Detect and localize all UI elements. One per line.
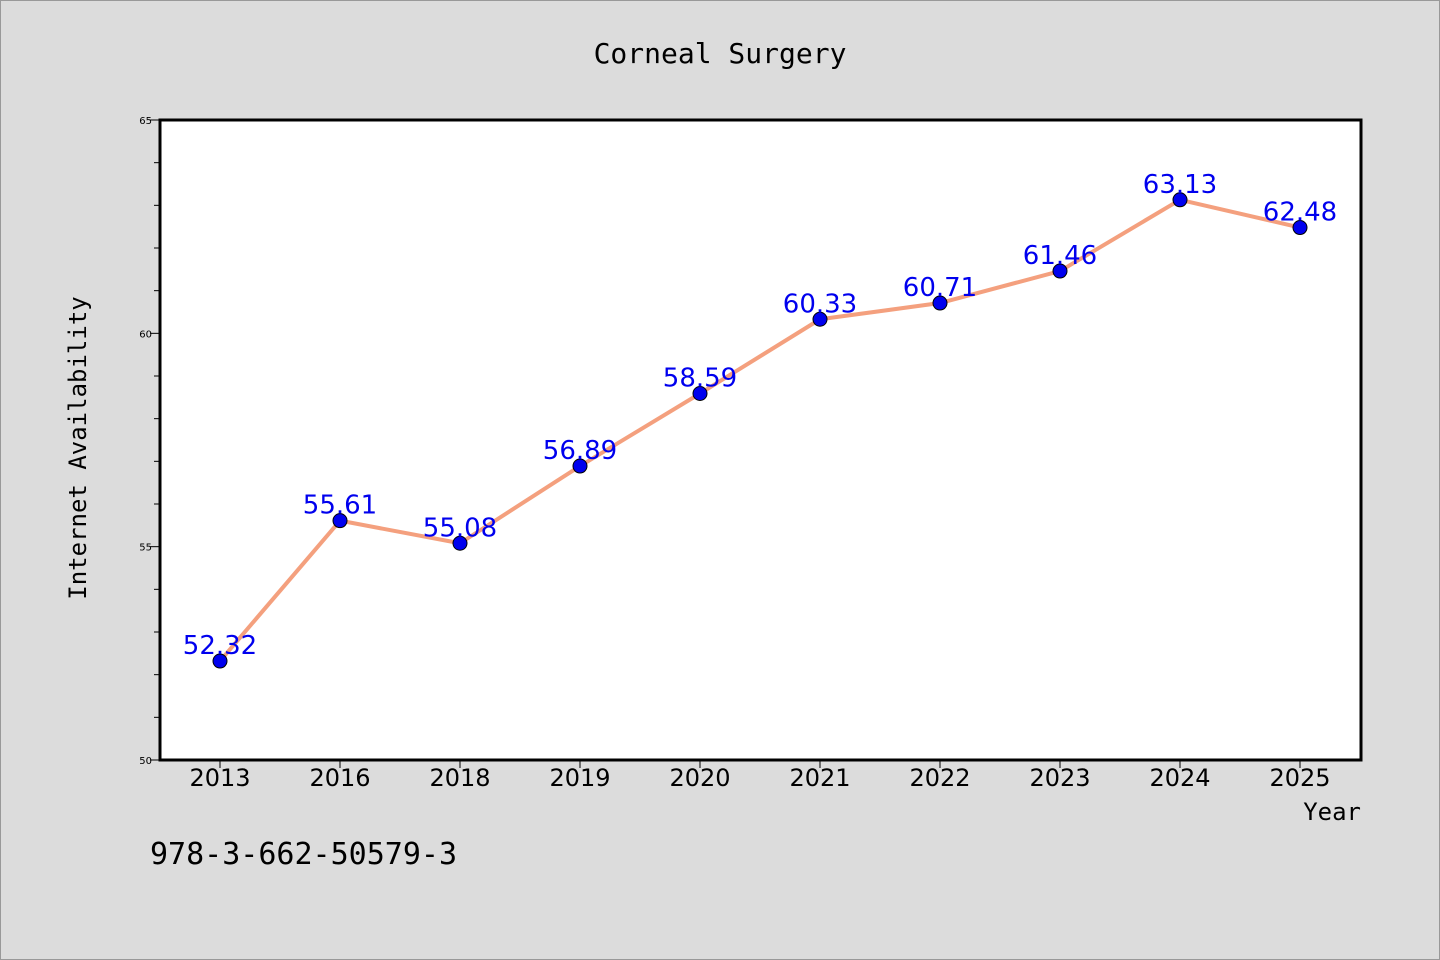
x-tick-label: 2020 <box>669 764 730 792</box>
data-label: 60.33 <box>783 289 857 319</box>
footer-text: 978-3-662-50579-3 <box>150 837 457 872</box>
y-tick-label: 55 <box>139 543 152 554</box>
x-tick-label: 2018 <box>429 764 490 792</box>
data-label: 63.13 <box>1143 170 1217 200</box>
x-tick-label: 2023 <box>1029 764 1090 792</box>
data-label: 55.08 <box>423 513 497 543</box>
y-axis-label: Internet Availability <box>64 296 92 599</box>
x-tick-label: 2019 <box>549 764 610 792</box>
y-tick-label: 60 <box>139 329 152 340</box>
data-label: 55.61 <box>303 491 377 521</box>
x-tick-label: 2024 <box>1149 764 1210 792</box>
data-point <box>332 513 348 529</box>
data-point <box>1292 220 1308 236</box>
x-axis: 2013 2016 2018 2019 2020 2021 2022 2023 2024 2025 <box>189 760 1331 792</box>
series-group: 52.32 55.61 55.08 56.89 58.59 60.33 60.71 61.46… <box>183 170 1337 669</box>
x-tick-label: 2013 <box>189 764 250 792</box>
data-label: 56.89 <box>543 436 617 466</box>
x-tick-label: 2021 <box>789 764 850 792</box>
x-tick-label: 2025 <box>1269 764 1330 792</box>
x-tick-label: 2022 <box>909 764 970 792</box>
data-label: 62.48 <box>1263 198 1337 228</box>
data-point <box>812 311 828 327</box>
y-axis: 50 55 60 65 <box>139 116 160 767</box>
y-tick-label: 65 <box>139 116 152 127</box>
data-point <box>1172 192 1188 208</box>
data-point <box>212 653 228 669</box>
x-axis-label: Year <box>1303 798 1361 826</box>
y-tick-label: 50 <box>139 756 152 767</box>
data-label: 58.59 <box>663 363 737 393</box>
series-line <box>218 197 1301 663</box>
data-point <box>1052 263 1068 279</box>
data-point <box>692 385 708 401</box>
data-label: 61.46 <box>1023 241 1097 271</box>
data-label: 52.32 <box>183 631 257 661</box>
plot-area <box>158 118 1363 762</box>
data-point <box>932 295 948 311</box>
data-label: 60.71 <box>903 273 977 303</box>
data-point <box>572 458 588 474</box>
x-tick-label: 2016 <box>309 764 370 792</box>
data-point <box>452 535 468 551</box>
chart-title: Corneal Surgery <box>594 37 847 70</box>
